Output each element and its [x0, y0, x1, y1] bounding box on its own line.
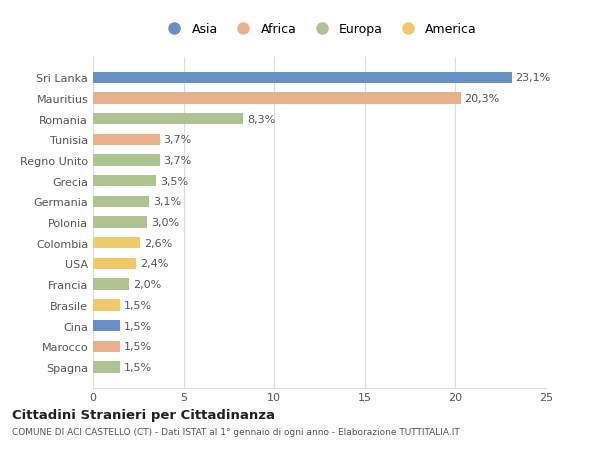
- Text: 3,7%: 3,7%: [164, 135, 192, 145]
- Text: 3,1%: 3,1%: [153, 197, 181, 207]
- Text: 2,0%: 2,0%: [133, 280, 161, 290]
- Bar: [93, 155, 160, 166]
- Text: 3,5%: 3,5%: [160, 176, 188, 186]
- Bar: [93, 114, 244, 125]
- Text: 1,5%: 1,5%: [124, 300, 152, 310]
- Text: 1,5%: 1,5%: [124, 362, 152, 372]
- Bar: [93, 93, 461, 104]
- Text: Cittadini Stranieri per Cittadinanza: Cittadini Stranieri per Cittadinanza: [12, 408, 275, 421]
- Bar: [93, 258, 136, 269]
- Bar: [93, 217, 148, 228]
- Bar: [93, 73, 512, 84]
- Bar: [93, 300, 120, 311]
- Bar: [93, 279, 129, 290]
- Bar: [93, 362, 120, 373]
- Bar: [93, 238, 140, 249]
- Text: COMUNE DI ACI CASTELLO (CT) - Dati ISTAT al 1° gennaio di ogni anno - Elaborazio: COMUNE DI ACI CASTELLO (CT) - Dati ISTAT…: [12, 427, 460, 436]
- Legend: Asia, Africa, Europa, America: Asia, Africa, Europa, America: [160, 21, 479, 39]
- Text: 2,4%: 2,4%: [140, 259, 169, 269]
- Text: 1,5%: 1,5%: [124, 341, 152, 352]
- Text: 23,1%: 23,1%: [515, 73, 550, 83]
- Text: 8,3%: 8,3%: [247, 114, 275, 124]
- Text: 2,6%: 2,6%: [144, 238, 172, 248]
- Bar: [93, 176, 157, 187]
- Bar: [93, 341, 120, 352]
- Text: 3,0%: 3,0%: [151, 218, 179, 228]
- Text: 20,3%: 20,3%: [464, 94, 500, 104]
- Text: 1,5%: 1,5%: [124, 321, 152, 331]
- Bar: [93, 320, 120, 331]
- Text: 3,7%: 3,7%: [164, 156, 192, 166]
- Bar: [93, 134, 160, 146]
- Bar: [93, 196, 149, 207]
